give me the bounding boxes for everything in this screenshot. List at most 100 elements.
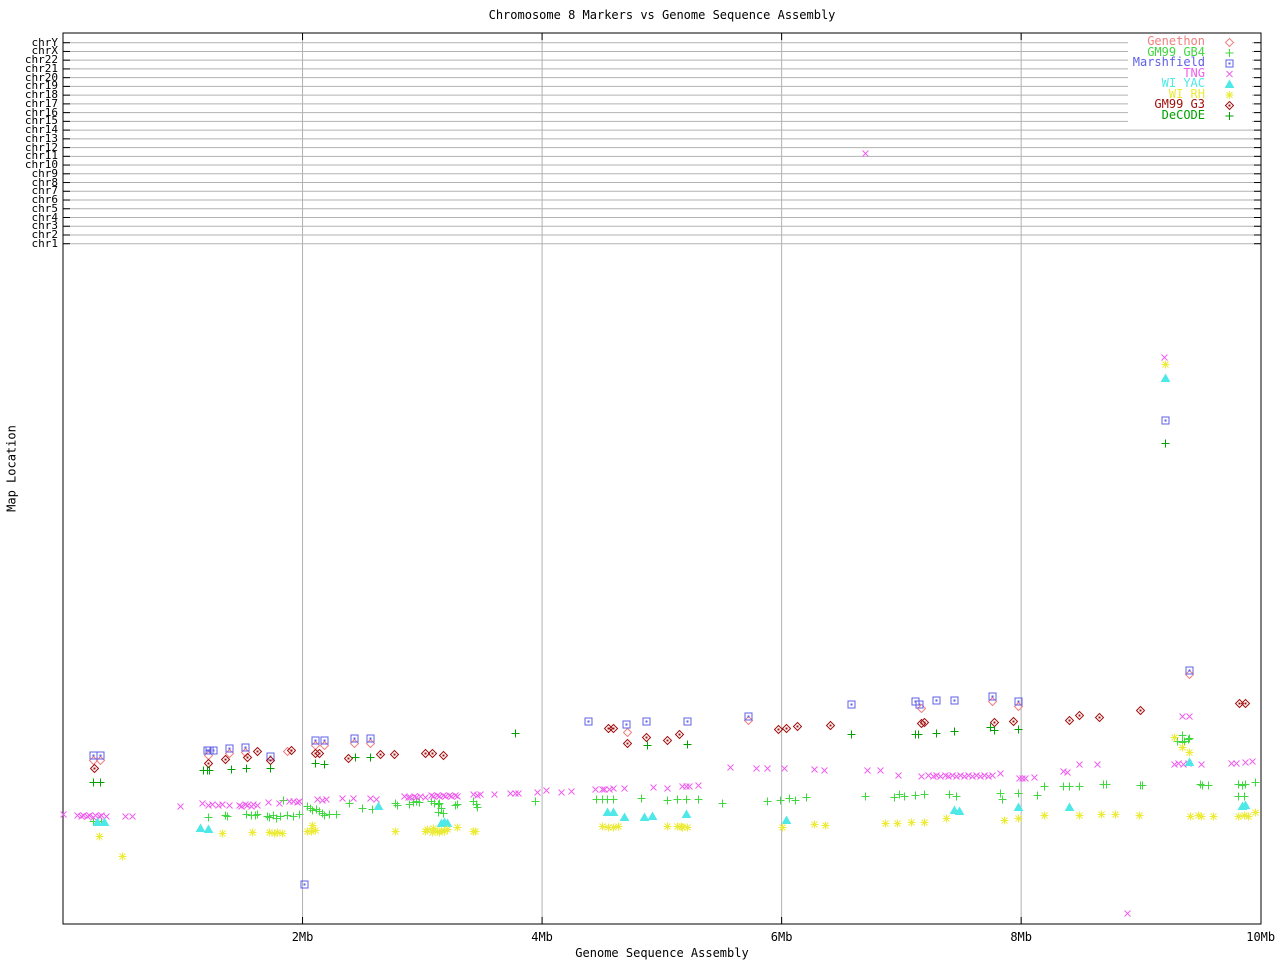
data-point-marker bbox=[881, 819, 890, 828]
y-tick-label-chr17: chr17 bbox=[24, 96, 58, 110]
data-point-marker bbox=[781, 723, 792, 734]
data-point-marker bbox=[945, 790, 954, 799]
data-point-marker bbox=[1064, 769, 1071, 776]
data-point-marker bbox=[405, 794, 412, 801]
data-point-marker bbox=[608, 807, 619, 816]
data-point-marker bbox=[205, 802, 212, 809]
data-point-marker bbox=[203, 758, 214, 769]
data-point-marker bbox=[1186, 713, 1193, 720]
data-point-marker bbox=[1102, 780, 1111, 789]
data-point-marker bbox=[599, 786, 606, 793]
data-point-marker bbox=[78, 813, 85, 820]
data-point-marker bbox=[250, 801, 257, 808]
data-point-marker bbox=[1135, 811, 1144, 820]
y-tick-label-chr2: chr2 bbox=[31, 227, 59, 241]
data-point-marker bbox=[598, 822, 607, 831]
data-point-marker bbox=[1225, 91, 1234, 99]
data-point-marker bbox=[568, 788, 575, 795]
data-point-marker bbox=[1161, 416, 1170, 425]
data-point-marker bbox=[319, 797, 326, 804]
data-point-marker-dot bbox=[645, 720, 648, 723]
data-point-marker-dot bbox=[290, 749, 293, 752]
data-point-marker bbox=[1060, 768, 1067, 775]
data-point-marker bbox=[915, 700, 924, 709]
data-point-marker bbox=[531, 797, 540, 806]
data-point-marker bbox=[451, 801, 460, 810]
data-point-marker bbox=[95, 832, 104, 841]
plot-border bbox=[62, 32, 1262, 925]
data-point-marker bbox=[306, 804, 315, 813]
data-point-marker-dot bbox=[607, 727, 610, 730]
data-point-marker bbox=[491, 791, 498, 798]
data-point-marker bbox=[821, 821, 830, 830]
data-point-marker bbox=[1185, 748, 1194, 757]
data-point-marker bbox=[373, 796, 380, 803]
data-point-marker bbox=[609, 823, 618, 832]
data-point-marker bbox=[1064, 715, 1075, 726]
data-point-marker bbox=[389, 749, 400, 760]
data-point-marker bbox=[683, 783, 690, 790]
data-point-marker bbox=[343, 753, 354, 764]
data-point-marker-dot bbox=[777, 728, 780, 731]
data-point-marker bbox=[391, 827, 400, 836]
y-tick-label-chrX: chrX bbox=[31, 44, 59, 58]
legend-entry-marshfield: Marshfield bbox=[1132, 55, 1205, 69]
data-point-marker bbox=[911, 791, 920, 800]
data-point-marker bbox=[1251, 778, 1260, 787]
y-tick-label-chr12: chr12 bbox=[24, 140, 58, 154]
data-point-marker bbox=[242, 801, 249, 808]
data-point-marker bbox=[215, 802, 222, 809]
data-point-marker bbox=[1225, 59, 1234, 68]
data-point-marker bbox=[1016, 775, 1023, 782]
data-point-marker bbox=[674, 729, 685, 740]
data-point-marker bbox=[900, 792, 909, 801]
data-point-marker bbox=[290, 798, 297, 805]
data-point-marker bbox=[792, 721, 803, 732]
data-point-marker bbox=[219, 801, 226, 808]
data-point-marker bbox=[916, 703, 927, 714]
data-point-marker-dot bbox=[323, 739, 326, 742]
data-point-marker bbox=[847, 730, 856, 739]
data-point-marker bbox=[1224, 79, 1235, 88]
data-point-marker bbox=[1179, 713, 1186, 720]
data-point-marker-dot bbox=[850, 703, 853, 706]
data-point-marker bbox=[1184, 669, 1195, 680]
data-point-marker bbox=[558, 789, 565, 796]
data-point-marker-dot bbox=[1098, 716, 1101, 719]
y-tick-label-chr19: chr19 bbox=[24, 79, 58, 93]
data-point-marker bbox=[893, 819, 902, 828]
data-point-marker-dot bbox=[785, 727, 788, 730]
data-point-marker-dot bbox=[1228, 62, 1231, 65]
data-point-marker bbox=[251, 811, 260, 820]
y-tick-label-chr18: chr18 bbox=[24, 88, 58, 102]
data-point-marker bbox=[604, 823, 613, 832]
data-point-marker bbox=[606, 786, 613, 793]
data-point-marker bbox=[434, 792, 441, 799]
data-point-marker bbox=[1209, 812, 1218, 821]
data-point-marker bbox=[89, 778, 98, 787]
data-point-marker bbox=[919, 717, 930, 728]
data-point-marker bbox=[945, 773, 952, 780]
data-point-marker bbox=[1161, 439, 1170, 448]
data-point-marker bbox=[619, 812, 630, 821]
data-point-marker bbox=[318, 809, 327, 818]
data-point-marker bbox=[311, 759, 320, 768]
data-point-marker bbox=[1185, 666, 1194, 675]
data-point-marker bbox=[296, 798, 303, 805]
data-point-marker bbox=[663, 796, 672, 805]
data-point-marker-dot bbox=[953, 699, 956, 702]
data-point-marker bbox=[622, 720, 631, 729]
data-point-marker bbox=[622, 738, 633, 749]
data-point-marker bbox=[226, 802, 233, 809]
data-point-marker bbox=[391, 799, 400, 808]
data-point-marker bbox=[92, 817, 103, 826]
data-point-marker bbox=[294, 799, 301, 806]
data-point-marker bbox=[507, 790, 514, 797]
data-point-marker bbox=[80, 812, 87, 819]
data-point-marker bbox=[610, 785, 617, 792]
data-point-marker bbox=[778, 823, 787, 832]
legend-entry-wi-yac: WI YAC bbox=[1161, 76, 1205, 90]
data-point-marker bbox=[512, 790, 519, 797]
y-tick-label-chr6: chr6 bbox=[31, 193, 59, 207]
